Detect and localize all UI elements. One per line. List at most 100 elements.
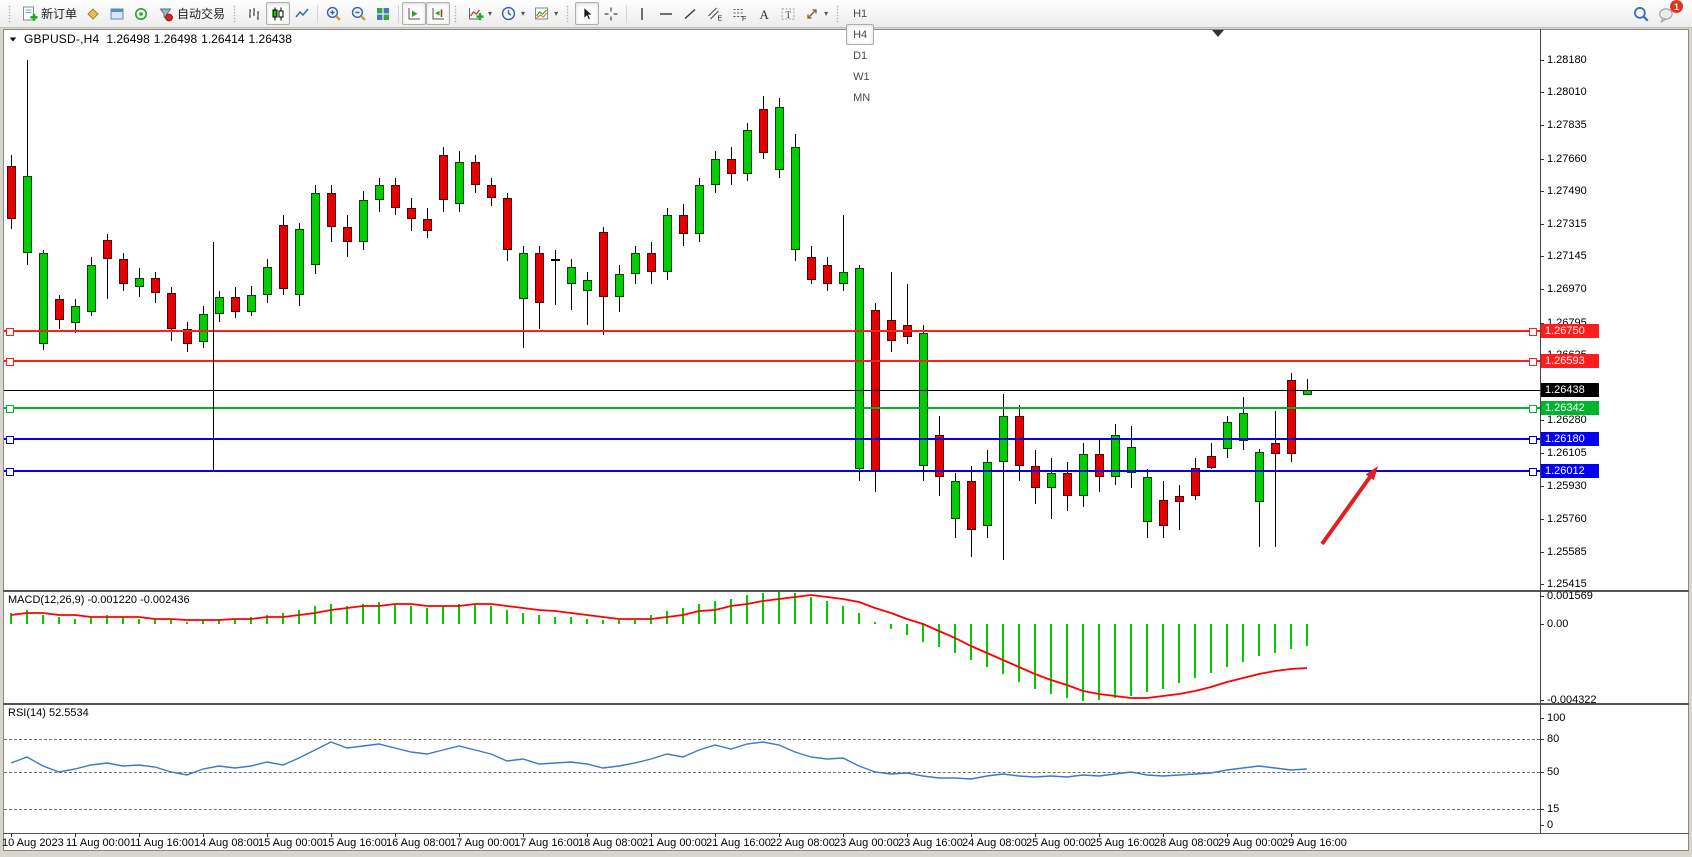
- tile-windows-button[interactable]: [371, 2, 395, 25]
- candle-body: [791, 147, 800, 250]
- candle-body: [679, 215, 688, 234]
- candle-body: [135, 278, 144, 287]
- new-order-button[interactable]: 新订单: [17, 2, 81, 25]
- fibonacci-button[interactable]: F: [727, 2, 752, 25]
- hline-handle[interactable]: [6, 468, 14, 476]
- alerts-icon: [135, 7, 148, 20]
- macd-histogram-bar: [874, 622, 876, 624]
- candle-body: [311, 193, 320, 265]
- candle-body: [167, 293, 176, 329]
- alerts-button[interactable]: [129, 2, 153, 25]
- hline-handle[interactable]: [1529, 405, 1537, 413]
- hline-handle[interactable]: [1529, 358, 1537, 366]
- price-tick-label: 1.26105: [1547, 447, 1587, 459]
- price-tick-mark: [1540, 159, 1544, 160]
- pane-separator[interactable]: [3, 703, 1689, 705]
- candle-body: [631, 253, 640, 274]
- timeframe-d1[interactable]: D1: [846, 45, 874, 66]
- market-watch-button[interactable]: [81, 2, 105, 25]
- indicators-button[interactable]: ▾: [463, 2, 496, 25]
- text-label-button[interactable]: T: [776, 2, 800, 25]
- svg-text:F: F: [742, 16, 746, 22]
- macd-histogram-bar: [826, 601, 828, 624]
- text-button[interactable]: A: [752, 2, 776, 25]
- timeframe-h4[interactable]: H4: [846, 24, 875, 45]
- crosshair-button[interactable]: [599, 2, 623, 25]
- auto-scroll-button[interactable]: [402, 2, 427, 25]
- macd-histogram-bar: [506, 610, 508, 624]
- bar-chart-button[interactable]: [242, 2, 266, 25]
- macd-axis-tick: [1540, 596, 1544, 597]
- hline-1.26012[interactable]: [4, 470, 1540, 472]
- candlestick-chart-button[interactable]: [266, 2, 291, 25]
- symbol-dropdown-icon[interactable]: [9, 37, 17, 41]
- hline-handle[interactable]: [1529, 328, 1537, 336]
- macd-histogram-bar: [1002, 624, 1004, 674]
- pane-separator[interactable]: [3, 590, 1689, 592]
- hline-1.26593[interactable]: [4, 360, 1540, 362]
- current-price-line: [4, 390, 1540, 391]
- hline-1.26342[interactable]: [4, 407, 1540, 409]
- hline-1.2618[interactable]: [4, 438, 1540, 440]
- timeframe-w1[interactable]: W1: [846, 66, 877, 87]
- macd-histogram-bar: [1306, 624, 1308, 646]
- date-tick-mark: [715, 833, 716, 837]
- macd-histogram-bar: [634, 619, 636, 624]
- candle-body: [151, 278, 160, 293]
- price-tick-mark: [1540, 256, 1544, 257]
- hline-handle[interactable]: [6, 358, 14, 366]
- hline-handle[interactable]: [1529, 468, 1537, 476]
- chart-shift-marker-icon[interactable]: [1212, 30, 1224, 37]
- price-tick-label: 1.25415: [1547, 578, 1587, 590]
- hline-handle[interactable]: [6, 328, 14, 336]
- candle-body: [535, 253, 544, 303]
- candle-body: [663, 215, 672, 272]
- vertical-line-button[interactable]: [630, 2, 654, 25]
- candle-wick: [27, 60, 28, 265]
- price-tick-mark: [1540, 453, 1544, 454]
- arrows-button[interactable]: ▾: [800, 2, 832, 25]
- line-chart-button[interactable]: [290, 2, 314, 25]
- macd-histogram-bar: [106, 615, 108, 624]
- autotrading-button[interactable]: 自动交易: [153, 2, 229, 25]
- timeframe-h1[interactable]: H1: [846, 3, 874, 24]
- hline-handle[interactable]: [6, 436, 14, 444]
- price-tick-label: 1.25930: [1547, 480, 1587, 492]
- candle-body: [1031, 466, 1040, 488]
- hline-handle[interactable]: [1529, 436, 1537, 444]
- search-button[interactable]: [1628, 2, 1654, 25]
- macd-histogram-bar: [1210, 624, 1212, 673]
- macd-histogram-bar: [890, 624, 892, 629]
- navigator-button[interactable]: [105, 2, 129, 25]
- periods-button[interactable]: ▾: [496, 2, 529, 25]
- macd-histogram-bar: [666, 611, 668, 624]
- notifications-button[interactable]: 1: [1654, 0, 1683, 25]
- chart-shift-button[interactable]: [426, 2, 451, 25]
- zoom-out-button[interactable]: [346, 2, 371, 25]
- macd-histogram-bar: [266, 615, 268, 624]
- cursor-button[interactable]: [575, 2, 600, 25]
- equidistant-channel-button[interactable]: E: [702, 2, 727, 25]
- date-tick-mark: [331, 833, 332, 837]
- chart-area[interactable]: [3, 29, 1689, 851]
- periods-clock-icon: [501, 6, 516, 21]
- timeframe-mn[interactable]: MN: [846, 87, 877, 108]
- candle-body: [599, 232, 608, 297]
- candle-body: [23, 176, 32, 253]
- macd-histogram-bar: [1290, 624, 1292, 649]
- candle-body: [1255, 452, 1264, 502]
- trendline-button[interactable]: [678, 2, 702, 25]
- macd-histogram-bar: [490, 606, 492, 624]
- price-axis-line[interactable]: [1540, 29, 1541, 833]
- zoom-in-button[interactable]: [321, 2, 346, 25]
- macd-histogram-bar: [282, 613, 284, 624]
- rsi-axis-label: 50: [1547, 766, 1560, 778]
- candle-wick: [587, 272, 588, 325]
- trendline-icon: [684, 8, 696, 19]
- macd-histogram-bar: [186, 622, 188, 624]
- hline-1.2675[interactable]: [4, 330, 1540, 332]
- templates-button[interactable]: ▾: [529, 2, 562, 25]
- vertical-line-object[interactable]: [213, 242, 214, 471]
- hline-handle[interactable]: [6, 405, 14, 413]
- horizontal-line-button[interactable]: [654, 2, 678, 25]
